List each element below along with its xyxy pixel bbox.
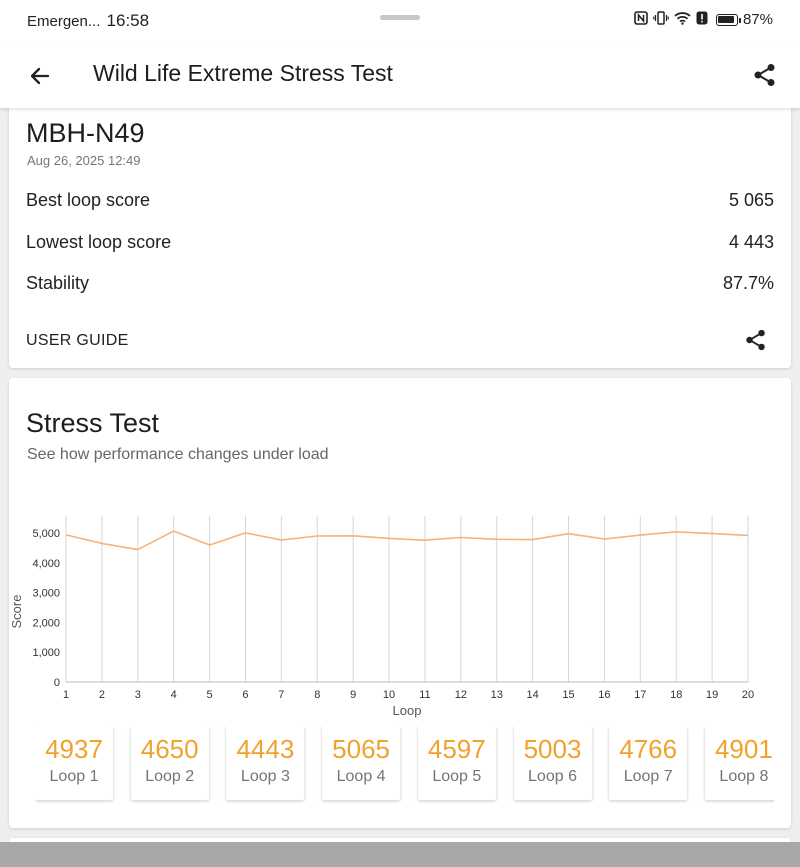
x-tick-label: 12 xyxy=(455,689,467,701)
loop-score-label: Loop 5 xyxy=(432,768,482,785)
stability-value: 87.7% xyxy=(722,273,774,293)
section-subtitle: See how performance changes under load xyxy=(27,446,329,463)
y-tick-label: 5,000 xyxy=(32,528,60,540)
loop-score-tile: 4766 Loop 7 xyxy=(609,726,688,800)
status-left: Emergen... 16:58 xyxy=(27,11,149,31)
battery-icon xyxy=(715,13,741,26)
loop-score-label: Loop 1 xyxy=(49,768,99,785)
x-tick-label: 1 xyxy=(63,689,69,701)
vibrate-icon xyxy=(653,11,669,28)
x-tick-label: 9 xyxy=(350,689,356,701)
loop-score-value: 4650 xyxy=(140,734,199,764)
x-tick-label: 11 xyxy=(419,689,430,701)
loop-score-value: 4766 xyxy=(619,734,678,764)
battery-level: 87% xyxy=(742,11,773,28)
best-loop-label: Best loop score xyxy=(26,190,151,210)
navigation-bar xyxy=(0,842,800,867)
x-tick-label: 4 xyxy=(171,689,177,701)
loop-score-label: Loop 8 xyxy=(719,768,769,785)
x-tick-label: 18 xyxy=(670,689,682,701)
wifi-icon xyxy=(674,11,691,28)
notch-pill xyxy=(380,15,420,20)
arrow-back-icon xyxy=(30,67,50,85)
y-tick-label: 2,000 xyxy=(32,617,60,629)
loop-score-tile: 5003 Loop 6 xyxy=(513,726,592,800)
x-tick-label: 13 xyxy=(491,689,503,701)
lowest-loop-value: 4 443 xyxy=(728,232,774,252)
x-tick-label: 3 xyxy=(135,689,141,701)
app-bar: Wild Life Extreme Stress Test xyxy=(0,42,800,108)
share-result-button[interactable] xyxy=(744,328,768,352)
x-axis-label: Loop xyxy=(393,703,422,718)
stress-test-card: Stress Test See how performance changes … xyxy=(9,378,791,828)
loop-score-value: 4597 xyxy=(427,734,486,764)
x-tick-label: 2 xyxy=(99,689,105,701)
loop-score-tile: 4650 Loop 2 xyxy=(130,726,209,800)
x-tick-label: 19 xyxy=(706,689,718,701)
loop-score-tile: 4901 Loop 8 xyxy=(704,726,774,800)
page-title: Wild Life Extreme Stress Test xyxy=(93,60,393,86)
status-icons: 87% xyxy=(634,11,773,28)
summary-card: MBH-N49 Aug 26, 2025 12:49 Best loop sco… xyxy=(9,102,791,368)
best-loop-value: 5 065 xyxy=(728,190,774,210)
share-icon xyxy=(754,64,775,86)
loop-score-label: Loop 4 xyxy=(336,768,386,785)
loop-score-tile: 5065 Loop 4 xyxy=(322,726,401,800)
y-axis-label: Score xyxy=(9,595,24,629)
user-guide-link[interactable]: USER GUIDE xyxy=(26,332,129,349)
loop-score-tile: 4937 Loop 1 xyxy=(35,726,113,800)
device-name: MBH-N49 xyxy=(26,118,145,148)
loop-score-value: 5065 xyxy=(332,734,391,764)
x-tick-label: 14 xyxy=(527,689,539,701)
loop-score-strip[interactable]: 4937 Loop 1 4650 Loop 2 4443 Loop 3 5065 Loop 4… xyxy=(35,726,774,804)
x-tick-label: 16 xyxy=(598,689,610,701)
x-tick-label: 6 xyxy=(242,689,248,701)
stability-label: Stability xyxy=(26,273,90,293)
y-tick-label: 1,000 xyxy=(32,647,60,659)
loop-score-tile: 4597 Loop 5 xyxy=(417,726,496,800)
y-tick-label: 4,000 xyxy=(32,558,60,570)
status-bar: Emergen... 16:58 87% xyxy=(0,0,800,42)
x-tick-label: 8 xyxy=(314,689,320,701)
clock: 16:58 xyxy=(106,11,150,30)
x-tick-label: 15 xyxy=(562,689,574,701)
carrier-label: Emergen... xyxy=(27,13,101,30)
back-button[interactable] xyxy=(27,63,53,89)
alert-icon xyxy=(696,11,708,28)
loop-score-label: Loop 3 xyxy=(240,768,290,785)
y-tick-label: 3,000 xyxy=(32,588,60,600)
nfc-icon xyxy=(634,11,648,28)
loop-score-tile: 4443 Loop 3 xyxy=(226,726,305,800)
share-button[interactable] xyxy=(752,62,778,88)
x-tick-label: 10 xyxy=(383,689,395,701)
section-title: Stress Test xyxy=(26,408,160,438)
test-date: Aug 26, 2025 12:49 xyxy=(27,153,141,168)
share-icon xyxy=(746,329,765,351)
lowest-loop-label: Lowest loop score xyxy=(26,232,172,252)
loop-score-value: 4443 xyxy=(236,734,295,764)
x-tick-label: 17 xyxy=(634,689,646,701)
series-line xyxy=(65,530,749,551)
loop-score-label: Loop 6 xyxy=(528,768,577,785)
x-tick-label: 7 xyxy=(278,689,284,701)
loop-score-label: Loop 7 xyxy=(623,768,673,785)
loop-score-value: 4901 xyxy=(714,734,773,764)
loop-score-value: 5003 xyxy=(523,734,582,764)
y-tick-label: 0 xyxy=(54,677,60,689)
x-tick-label: 20 xyxy=(742,689,754,701)
loop-score-label: Loop 2 xyxy=(145,768,195,785)
x-tick-label: 5 xyxy=(207,689,213,701)
loop-score-value: 4937 xyxy=(45,734,103,764)
